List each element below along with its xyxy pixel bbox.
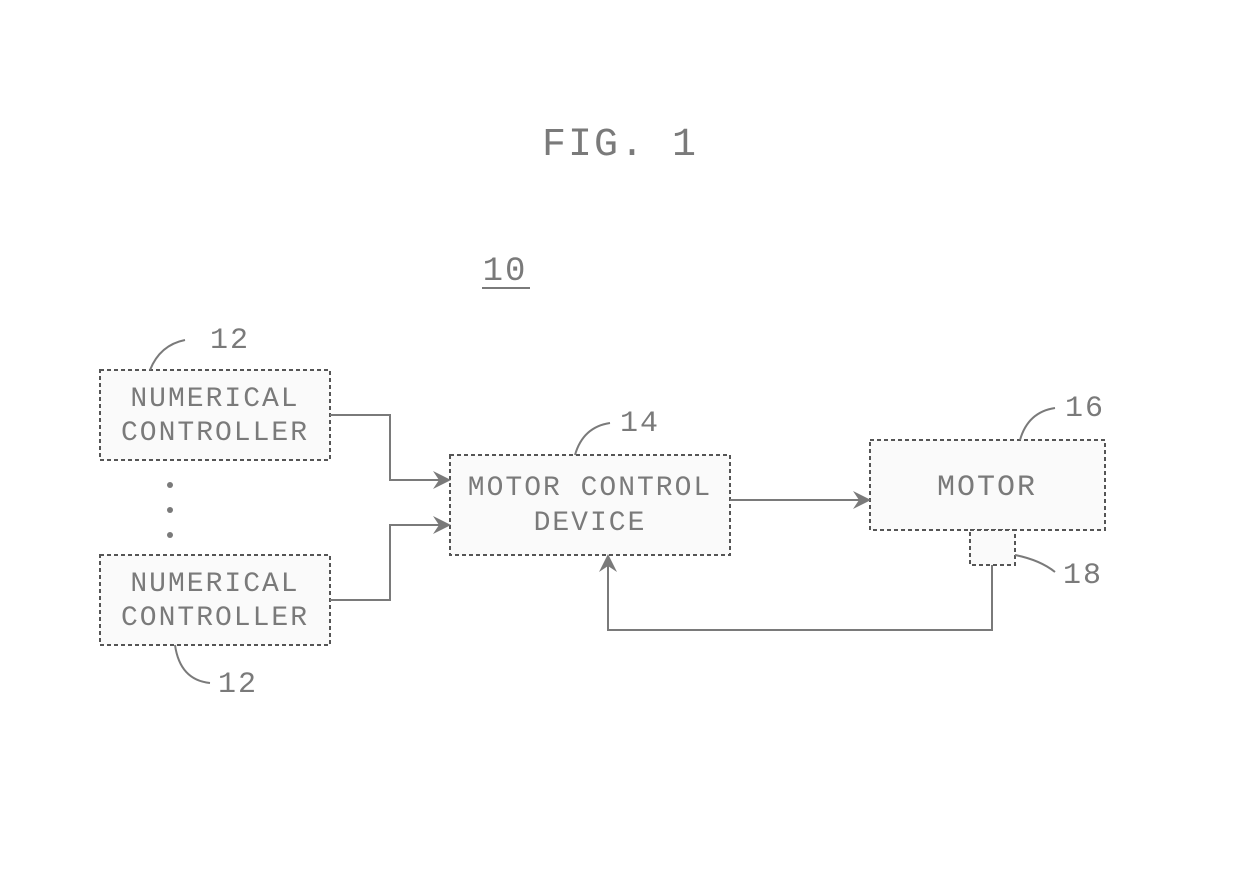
leader-nc-bot — [175, 645, 210, 683]
ref-encoder: 18 — [1063, 559, 1103, 593]
leader-mcd — [575, 423, 610, 455]
nc-bot-label-2: CONTROLLER — [121, 603, 309, 634]
figure-title: FIG. 1 — [542, 123, 698, 168]
figure-ref-10: 10 — [483, 253, 528, 291]
ref-nc-bot: 12 — [218, 668, 258, 702]
nc-top-label-1: NUMERICAL — [130, 384, 299, 415]
mcd-label-1: MOTOR CONTROL — [468, 473, 712, 504]
node-encoder — [970, 530, 1015, 565]
edge-nc-top-to-mcd — [330, 415, 448, 480]
vertical-dots — [167, 482, 173, 538]
edge-encoder-to-mcd-feedback — [608, 557, 992, 630]
ref-motor: 16 — [1065, 392, 1105, 426]
node-numerical-controller-top: NUMERICAL CONTROLLER — [100, 370, 330, 460]
edge-nc-bot-to-mcd — [330, 525, 448, 600]
nc-bot-label-1: NUMERICAL — [130, 569, 299, 600]
node-numerical-controller-bottom: NUMERICAL CONTROLLER — [100, 555, 330, 645]
leader-encoder — [1015, 555, 1055, 572]
node-motor-control-device: MOTOR CONTROL DEVICE — [450, 455, 730, 555]
node-motor: MOTOR — [870, 440, 1105, 530]
leader-nc-top — [150, 340, 185, 370]
mcd-label-2: DEVICE — [534, 508, 647, 539]
ref-nc-top: 12 — [210, 324, 250, 358]
leader-motor — [1020, 408, 1055, 440]
nc-top-label-2: CONTROLLER — [121, 418, 309, 449]
ref-mcd: 14 — [620, 407, 660, 441]
figure-canvas: FIG. 1 10 NUMERICAL CONTROLLER 12 NUMERI… — [0, 0, 1240, 896]
motor-label: MOTOR — [937, 471, 1037, 505]
